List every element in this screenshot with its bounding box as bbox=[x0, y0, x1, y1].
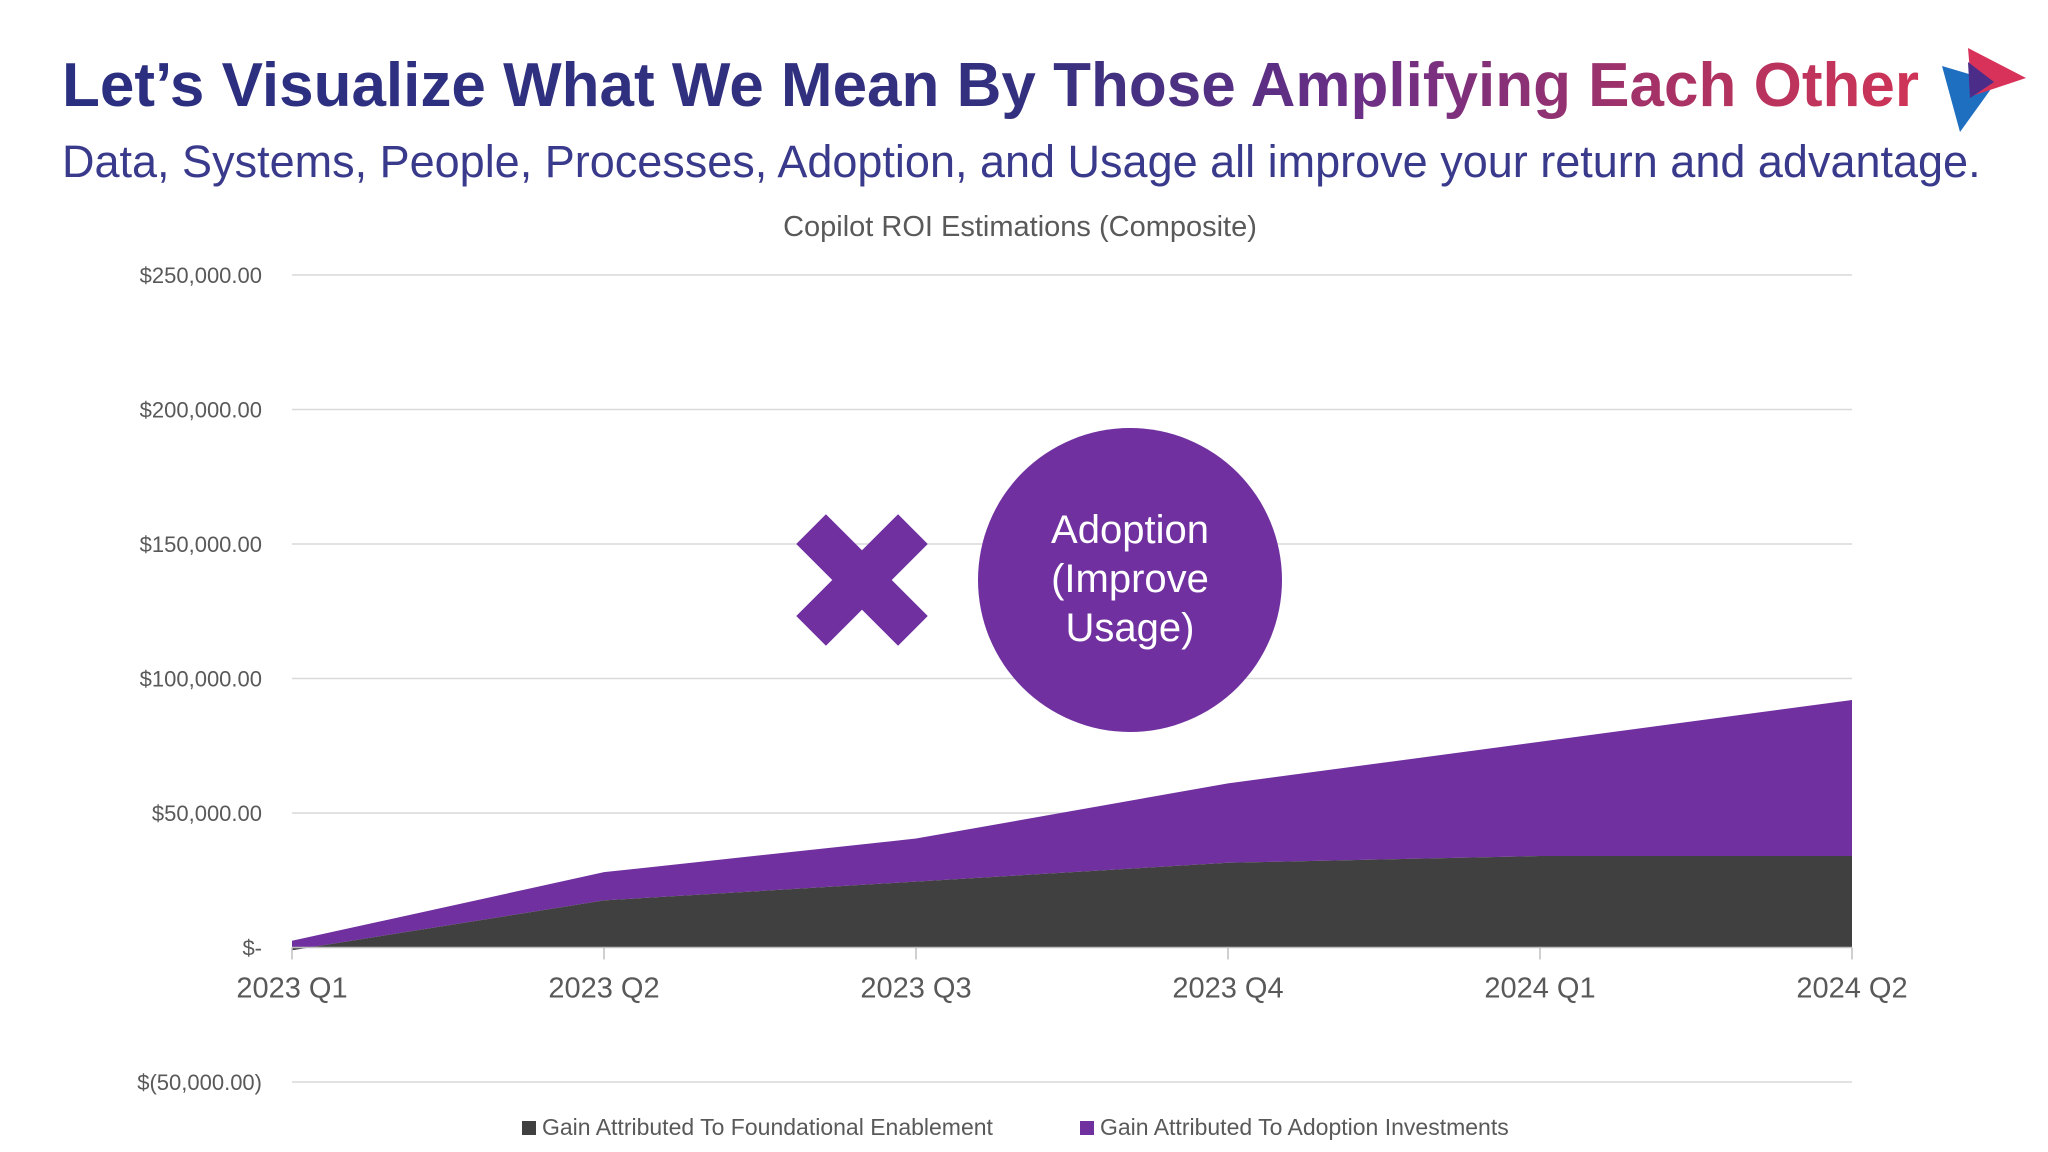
y-tick-label: $200,000.00 bbox=[140, 398, 262, 423]
legend-label-adoption: Gain Attributed To Adoption Investments bbox=[1100, 1114, 1509, 1140]
adoption-callout-line-1: Adoption bbox=[1051, 508, 1209, 552]
legend-swatch-foundational bbox=[522, 1121, 536, 1135]
adoption-callout-line-3: Usage) bbox=[1066, 606, 1195, 650]
y-tick-label: $150,000.00 bbox=[140, 532, 262, 557]
adoption-callout-line-2: (Improve bbox=[1051, 557, 1209, 601]
y-tick-label: $- bbox=[242, 936, 262, 961]
x-tick-label: 2024 Q2 bbox=[1796, 973, 1907, 1005]
y-tick-label: $50,000.00 bbox=[152, 801, 262, 826]
legend: Gain Attributed To Foundational Enableme… bbox=[522, 1114, 1509, 1140]
x-tick-label: 2023 Q4 bbox=[1172, 973, 1283, 1005]
slide-subtitle: Data, Systems, People, Processes, Adopti… bbox=[62, 136, 1981, 187]
area-adoption-investments bbox=[292, 700, 1852, 951]
adoption-callout: Adoption (Improve Usage) bbox=[978, 428, 1282, 732]
x-tick-label: 2023 Q1 bbox=[236, 973, 347, 1005]
adoption-callout-circle bbox=[978, 428, 1282, 732]
y-tick-label: $(50,000.00) bbox=[137, 1070, 262, 1095]
y-tick-label: $250,000.00 bbox=[140, 263, 262, 288]
axes: $250,000.00 $200,000.00 $150,000.00 $100,00… bbox=[137, 263, 1907, 1095]
area-foundational-enablement bbox=[292, 856, 1852, 951]
slide-title: Let’s Visualize What We Mean By Those Am… bbox=[62, 48, 1919, 124]
chart-title: Copilot ROI Estimations (Composite) bbox=[783, 211, 1257, 243]
multiply-icon bbox=[796, 514, 928, 646]
legend-swatch-adoption bbox=[1080, 1121, 1094, 1135]
legend-label-foundational: Gain Attributed To Foundational Enableme… bbox=[542, 1114, 994, 1140]
y-tick-label: $100,000.00 bbox=[140, 667, 262, 692]
x-tick-label: 2023 Q3 bbox=[860, 973, 971, 1005]
play-triangle-logo-icon bbox=[1942, 48, 2026, 132]
x-tick-label: 2023 Q2 bbox=[548, 973, 659, 1005]
x-tick-label: 2024 Q1 bbox=[1484, 973, 1595, 1005]
area-series bbox=[292, 700, 1852, 951]
